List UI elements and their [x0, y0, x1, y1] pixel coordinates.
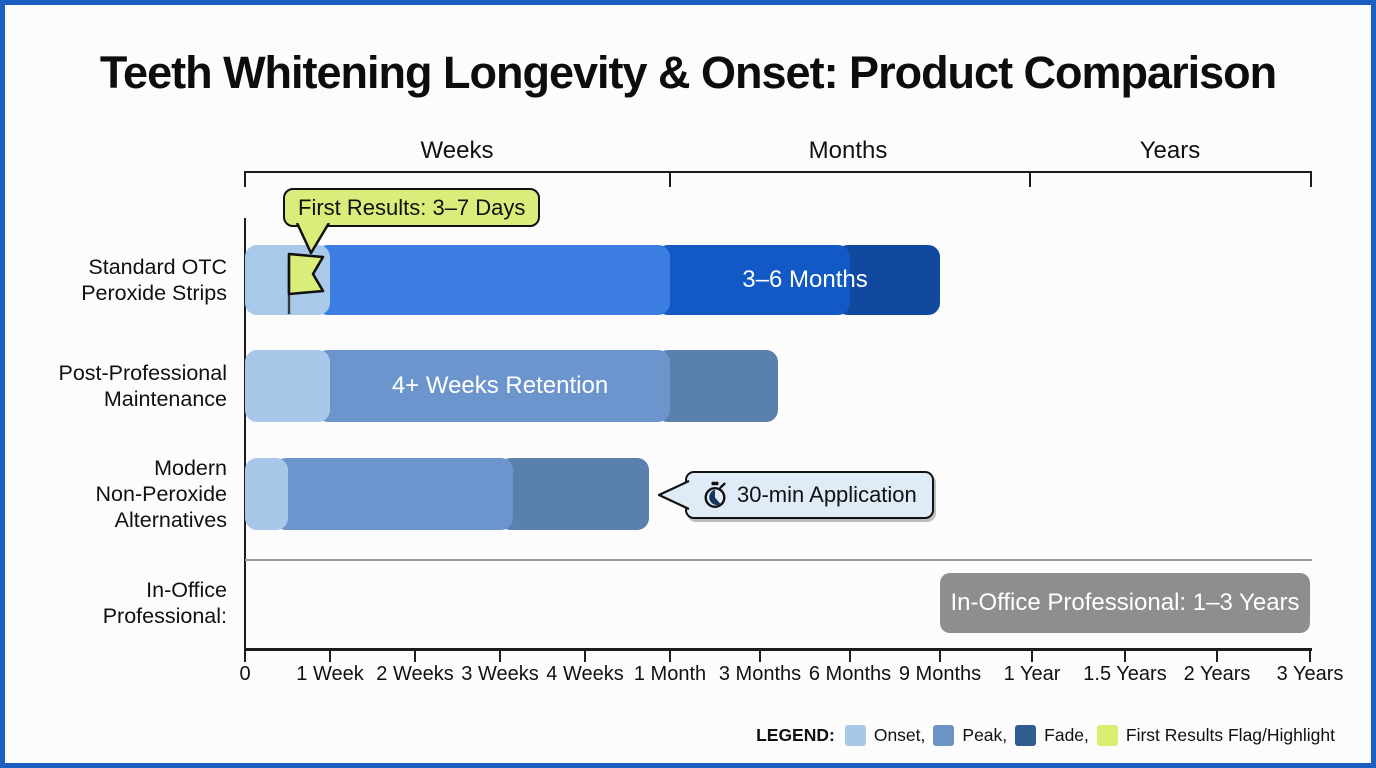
bar-segment-peak: [273, 458, 513, 530]
x-axis-tick: [1031, 650, 1033, 662]
x-axis-tick: [1216, 650, 1218, 662]
x-axis-line: [244, 648, 1312, 651]
x-axis-tick-label: 2 Years: [1183, 663, 1251, 685]
stopwatch-icon: [704, 481, 726, 509]
axis-section-weeks: Weeks: [420, 137, 494, 164]
summary-bar: In-Office Professional: 1–3 Years: [940, 573, 1310, 633]
application-callout: 30-min Application: [685, 471, 934, 519]
x-axis-tick: [1309, 650, 1311, 662]
y-axis-line: [244, 218, 246, 649]
x-axis-tick: [849, 650, 851, 662]
separator-line: [245, 559, 1312, 561]
axis-section-months: Months: [808, 137, 888, 164]
bar-segment-peak: [316, 245, 670, 315]
x-axis-tick-label: 1.5 Years: [1083, 663, 1167, 685]
bar-segment-peak: [316, 350, 670, 422]
row-label-post-professional: Post-Professional Maintenance: [58, 361, 228, 411]
row-label-modern-non-peroxide: Modern Non-Peroxide Alternatives: [95, 456, 227, 532]
axis-section-years: Years: [1139, 137, 1201, 164]
legend: LEGEND: Onset, Peak, Fade, First Results…: [756, 725, 1335, 746]
bracket-tick: [1029, 171, 1031, 187]
x-axis-tick-label: 6 Months: [808, 663, 892, 685]
bar-value-label: 3–6 Months: [742, 266, 868, 293]
bar-segment-onset: [245, 350, 330, 422]
first-results-flag-icon: [287, 252, 325, 314]
row-label-in-office: In-Office Professional:: [102, 578, 227, 628]
legend-swatch-onset: [844, 725, 866, 746]
legend-swatch-flag: [1096, 725, 1118, 746]
x-axis-tick-label: 2 Weeks: [376, 663, 454, 685]
application-callout-tail: [657, 480, 690, 510]
application-callout-text: 30-min Application: [737, 482, 917, 507]
x-axis-tick: [584, 650, 586, 662]
legend-swatch-peak: [933, 725, 955, 746]
legend-swatch-fade: [1015, 725, 1037, 746]
page-title: Teeth Whitening Longevity & Onset: Produ…: [99, 47, 1277, 98]
x-axis-tick-label: 9 Months: [898, 663, 982, 685]
bar-segment-fade-deep: [836, 245, 940, 315]
x-axis-tick-label: 3 Years: [1276, 663, 1344, 685]
bracket-tick: [669, 171, 671, 187]
legend-item-label-onset: Onset,: [873, 725, 926, 745]
bracket-tick: [1310, 171, 1312, 187]
x-axis-tick-label: 1 Week: [296, 663, 364, 685]
x-axis-tick-label: 1 Month: [633, 663, 707, 685]
x-axis-tick: [939, 650, 941, 662]
legend-item-label-fade: Fade,: [1044, 725, 1089, 745]
bracket-tick: [244, 171, 246, 187]
row-label-standard-otc: Standard OTC Peroxide Strips: [81, 255, 227, 305]
top-axis-bracket-line: [245, 171, 1312, 173]
first-results-callout-tail: [295, 223, 331, 255]
bar-value-label: 4+ Weeks Retention: [391, 372, 609, 399]
x-axis-tick-label: 1 Year: [1003, 663, 1061, 685]
x-axis-tick: [414, 650, 416, 662]
x-axis-tick: [244, 650, 246, 662]
legend-item-label-peak: Peak,: [962, 725, 1008, 745]
bar-segment-fade: [656, 350, 778, 422]
x-axis-tick-label: 4 Weeks: [546, 663, 624, 685]
x-axis-tick-label: 3 Weeks: [461, 663, 539, 685]
first-results-callout-text: First Results: 3–7 Days: [298, 194, 526, 220]
x-axis-tick: [499, 650, 501, 662]
bar-segment-onset: [245, 458, 288, 530]
x-axis-tick: [669, 650, 671, 662]
x-axis-tick-label: 3 Months: [718, 663, 802, 685]
bar-segment-fade: [498, 458, 649, 530]
legend-label: LEGEND:: [756, 725, 835, 745]
x-axis-tick: [329, 650, 331, 662]
first-results-callout: First Results: 3–7 Days: [283, 188, 541, 227]
x-axis-tick: [1124, 650, 1126, 662]
bar-segment-fade: [656, 245, 850, 315]
legend-item-label-flag: First Results Flag/Highlight: [1125, 725, 1335, 745]
x-axis-tick: [759, 650, 761, 662]
x-axis-tick-label: 0: [239, 663, 251, 685]
